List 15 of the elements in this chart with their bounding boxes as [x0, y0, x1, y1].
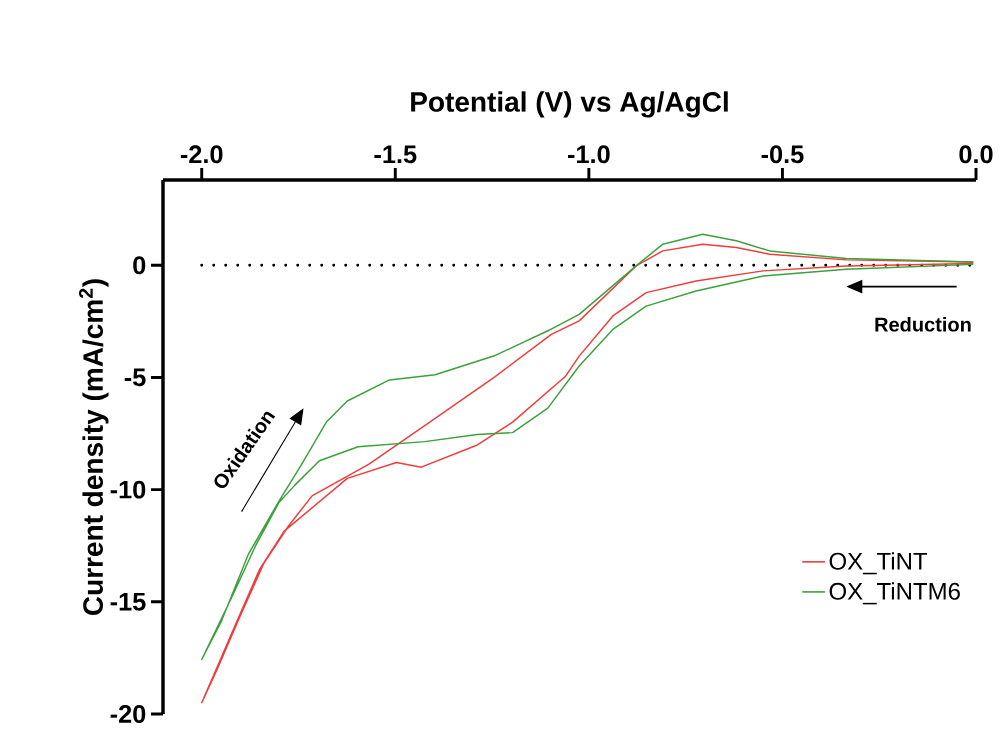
x-tick-label: -2.0 — [180, 145, 223, 164]
legend-label: OX_TiNTM6 — [829, 582, 960, 605]
y-tick-label: -5 — [124, 368, 146, 387]
y-tick-label: -20 — [110, 705, 146, 723]
annotation: Reduction — [875, 316, 971, 332]
y-axis-title: Current density (mA/cm$^{2}$) — [79, 279, 109, 615]
x-tick-label: -1.5 — [374, 145, 417, 164]
x-tick-label: -0.5 — [761, 145, 804, 164]
y-tick-label: 0 — [133, 256, 146, 275]
legend-label: OX_TiNT — [829, 552, 928, 575]
y-tick-label: -10 — [110, 480, 146, 499]
x-tick-label: 0.0 — [959, 145, 993, 164]
x-axis-title: Potential (V) vs Ag/AgCl — [411, 91, 728, 118]
y-tick-label: -15 — [110, 592, 146, 611]
x-tick-label: -1.0 — [568, 145, 610, 164]
